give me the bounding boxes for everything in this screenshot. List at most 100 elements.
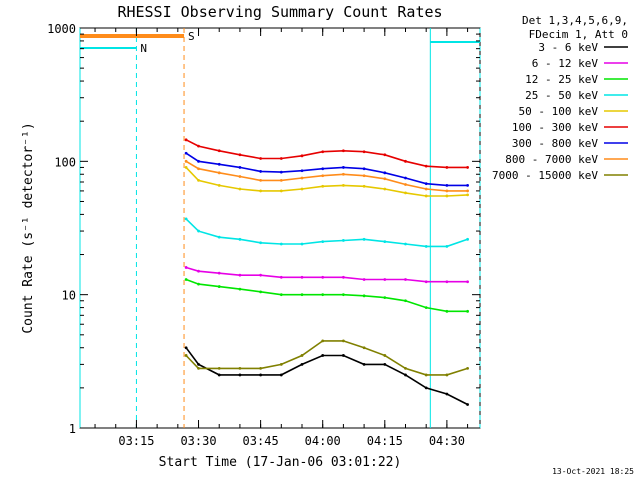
data-point	[404, 191, 407, 195]
legend-header: FDecim 1, Att 0	[529, 28, 628, 41]
data-point	[197, 159, 200, 163]
data-point	[259, 366, 263, 370]
data-point	[424, 373, 428, 377]
data-point	[238, 175, 242, 178]
data-point	[383, 362, 387, 366]
legend-entry-label: 7000 - 15000 keV	[492, 169, 598, 182]
legend-entry-label: 6 - 12 keV	[532, 57, 599, 70]
data-point	[445, 309, 449, 313]
data-point	[342, 293, 345, 297]
data-point	[259, 170, 263, 173]
data-point	[279, 373, 283, 377]
data-point	[279, 170, 283, 174]
legend-entry-label: 12 - 25 keV	[525, 73, 598, 86]
data-point	[321, 167, 325, 171]
marker-label: S	[188, 30, 195, 43]
x-tick-label: 03:15	[118, 434, 154, 448]
data-point	[184, 166, 188, 169]
legend-entry-label: 100 - 300 keV	[512, 121, 598, 134]
data-point	[279, 362, 283, 366]
data-point	[217, 366, 221, 370]
data-point	[197, 362, 200, 366]
x-tick-label: 04:00	[305, 434, 341, 448]
data-point	[217, 271, 221, 275]
data-point	[362, 184, 366, 188]
data-point	[238, 273, 242, 277]
series-line	[185, 218, 468, 248]
data-point	[321, 174, 325, 178]
data-point	[321, 240, 325, 244]
data-point	[383, 240, 387, 244]
data-point	[362, 362, 366, 366]
data-point	[383, 296, 387, 300]
data-point	[197, 178, 200, 182]
timestamp-stamp: 13-Oct-2021 18:25	[552, 467, 634, 476]
data-point	[466, 183, 469, 187]
data-point	[300, 169, 304, 173]
data-point	[362, 150, 366, 154]
data-point	[404, 373, 407, 377]
data-point	[466, 280, 469, 284]
data-point	[445, 194, 449, 198]
data-point	[445, 392, 449, 396]
data-point	[184, 346, 188, 350]
data-point	[362, 167, 366, 171]
data-point	[238, 237, 242, 241]
data-point	[217, 149, 221, 153]
series-line	[185, 166, 468, 197]
data-point	[279, 275, 283, 279]
data-point	[300, 293, 304, 297]
data-point	[445, 373, 449, 377]
data-point	[342, 354, 345, 357]
data-point	[445, 166, 449, 169]
data-point	[238, 166, 242, 169]
y-axis-label: Count Rate (s⁻¹ detector⁻¹)	[21, 122, 36, 333]
series-line	[185, 266, 468, 283]
data-point	[197, 167, 200, 171]
data-point	[342, 183, 345, 187]
data-point	[383, 177, 387, 181]
data-point	[300, 154, 304, 158]
y-tick-label: 1	[69, 422, 76, 436]
data-point	[300, 187, 304, 191]
data-point	[184, 138, 188, 142]
data-point	[404, 366, 407, 370]
data-point	[197, 144, 200, 148]
data-point	[424, 194, 428, 198]
data-point	[466, 403, 469, 406]
data-point	[466, 237, 469, 241]
data-point	[300, 362, 304, 366]
data-point	[383, 354, 387, 357]
data-point	[342, 275, 345, 279]
data-point	[424, 182, 428, 186]
data-point	[321, 150, 325, 154]
data-point	[300, 176, 304, 180]
data-point	[238, 187, 242, 191]
data-point	[383, 171, 387, 175]
data-point	[383, 278, 387, 281]
x-tick-label: 03:45	[243, 434, 279, 448]
data-point	[300, 242, 304, 246]
data-point	[321, 354, 325, 357]
data-point	[300, 275, 304, 279]
legend-entry-label: 800 - 7000 keV	[505, 153, 598, 166]
plot-frame	[79, 27, 481, 429]
data-point	[424, 306, 428, 309]
y-tick-label: 100	[54, 155, 76, 169]
series-line	[185, 347, 468, 406]
data-point	[466, 193, 469, 197]
data-point	[466, 366, 469, 370]
data-point	[217, 235, 221, 239]
data-point	[342, 172, 345, 176]
x-tick-label: 03:30	[180, 434, 216, 448]
data-point	[362, 237, 366, 241]
data-point	[259, 157, 263, 160]
data-point	[404, 299, 407, 303]
data-point	[300, 354, 304, 357]
data-point	[404, 183, 407, 186]
data-point	[184, 159, 188, 163]
legend-entry-label: 25 - 50 keV	[525, 89, 598, 102]
data-point	[362, 294, 366, 298]
data-point	[184, 151, 188, 155]
